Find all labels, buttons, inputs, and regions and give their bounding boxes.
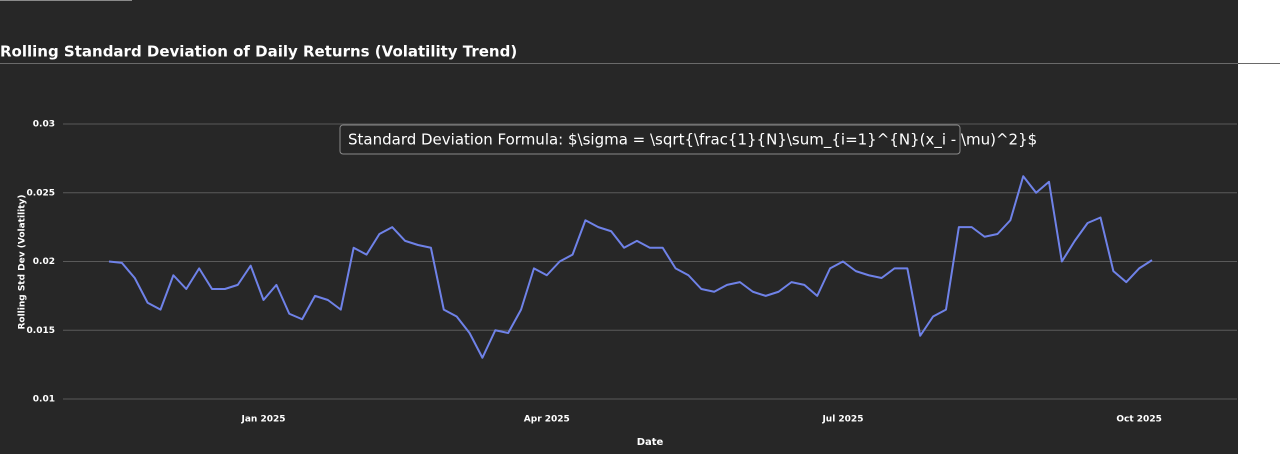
annotation: Standard Deviation Formula: $\sigma = \s… (348, 131, 1037, 150)
y-tick-label: 0.025 (27, 188, 55, 198)
line (108, 175, 1153, 359)
y-tick-label: 0.01 (33, 395, 55, 405)
x-tick-label: Oct 2025 (1116, 415, 1161, 425)
x-tick-label: Jan 2025 (241, 415, 286, 425)
y-axis-label: Rolling Std Dev (Volatility) (18, 194, 28, 329)
y-tick-label: 0.015 (27, 326, 55, 336)
y-tick-label: 0.02 (33, 257, 55, 267)
chart-title: Rolling Standard Deviation of Daily Retu… (0, 43, 517, 61)
chart-background (0, 0, 1238, 454)
x-axis-label: Date (637, 437, 664, 448)
x-tick-label: Jul 2025 (821, 415, 863, 425)
annotation-box (339, 124, 961, 155)
x-tick-label: Apr 2025 (524, 415, 570, 425)
y-tick-label: 0.03 (33, 120, 55, 130)
